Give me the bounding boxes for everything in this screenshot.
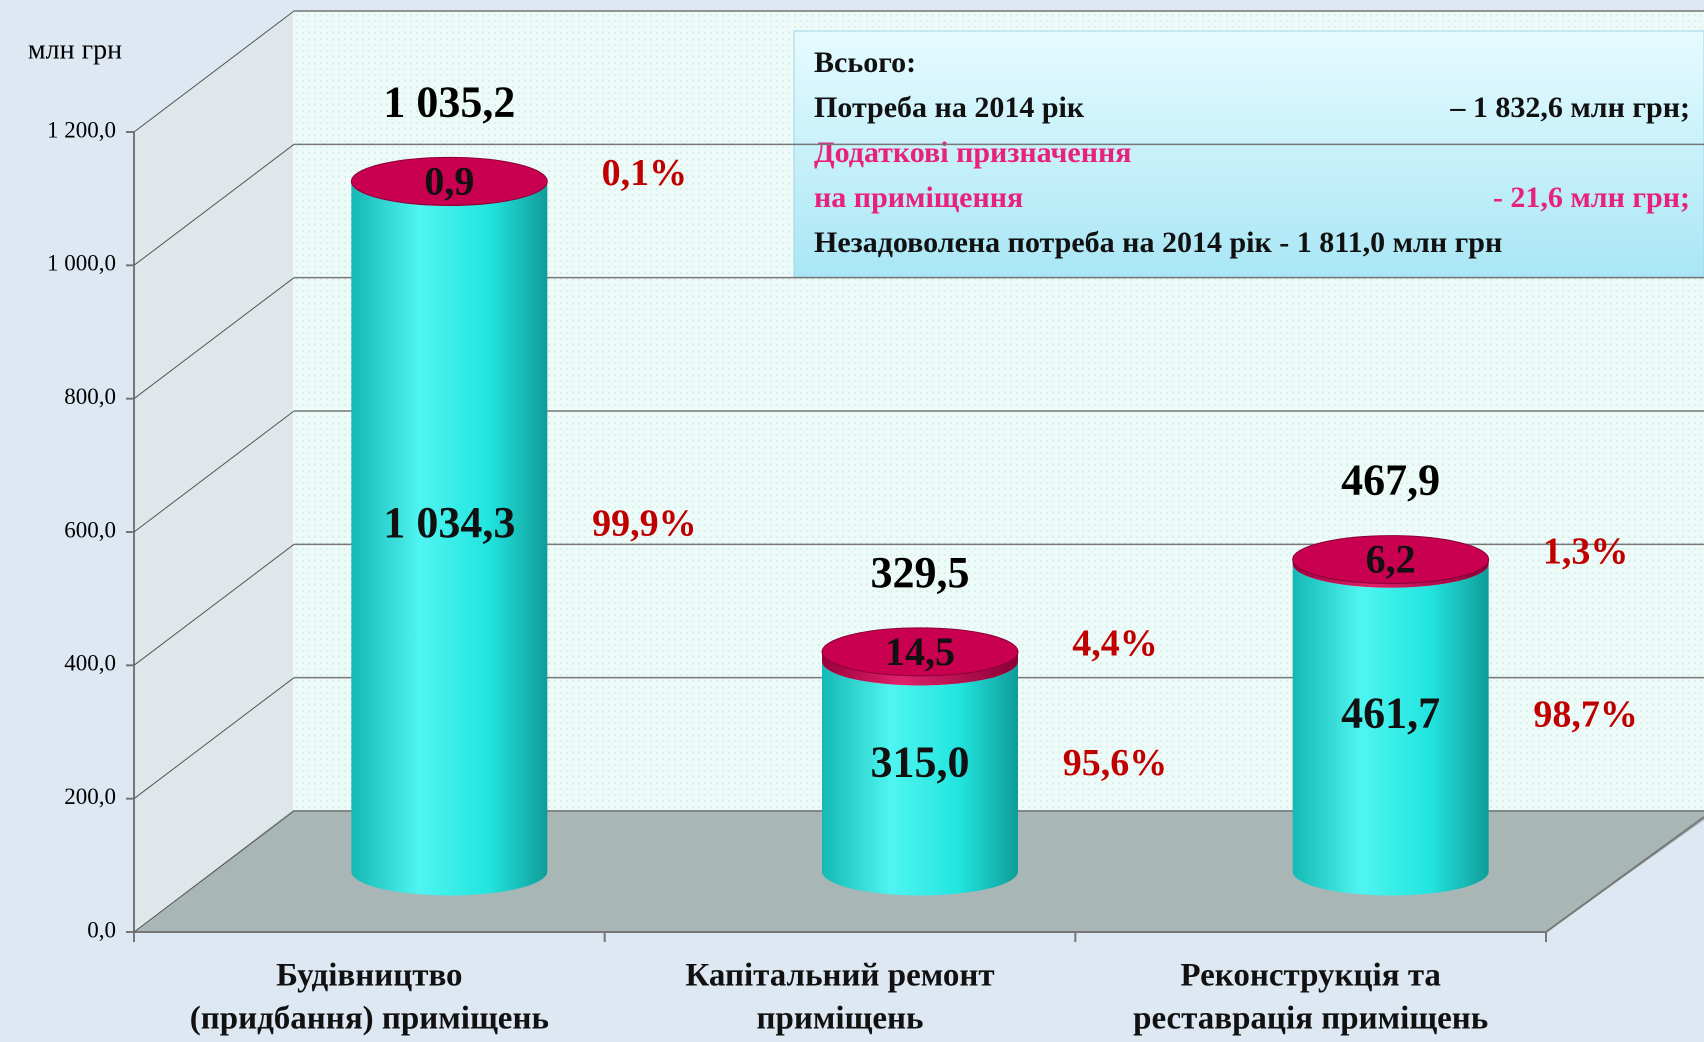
grid-line	[133, 410, 295, 533]
x-tick-label: Реконструкція та	[1180, 958, 1441, 994]
annotation-line: Додаткові призначення	[814, 136, 1132, 169]
unit-label: млн грн	[28, 34, 122, 65]
annotation-line: Потреба на 2014 рік	[814, 91, 1085, 124]
percent-label: 0,1%	[602, 152, 688, 194]
value-label: 14,5	[885, 629, 955, 674]
bar-segment	[1292, 563, 1489, 896]
percent-label: 99,9%	[592, 502, 697, 544]
y-tick-label: 1 200,0	[47, 117, 116, 142]
annotation-line: Всього:	[814, 46, 916, 79]
value-label: 6,2	[1366, 537, 1416, 582]
bar-segment	[822, 661, 1018, 896]
x-tick-label: реставрація приміщень	[1133, 1001, 1488, 1037]
annotation: Всього: Потреба на 2014 рік – 1 832,6 млн …	[793, 30, 1704, 278]
total-label: 1 035,2	[383, 77, 515, 126]
y-tick-label: 600,0	[64, 517, 116, 542]
grid-line	[133, 143, 295, 266]
bar-cap	[821, 627, 1019, 677]
bar-cap	[1292, 535, 1490, 585]
y-tick-label: 200,0	[64, 784, 116, 809]
bar-cap	[350, 156, 548, 206]
grid-line	[133, 677, 295, 800]
x-tick-label: приміщень	[757, 1001, 924, 1037]
bar-segment	[351, 181, 548, 896]
x-tick-label: Капітальний ремонт	[685, 958, 994, 994]
y-tick-label: 1 000,0	[47, 251, 116, 276]
percent-label: 95,6%	[1063, 742, 1168, 784]
value-label: 1 034,3	[383, 498, 515, 547]
value-label: 461,7	[1341, 689, 1440, 738]
grid-line	[133, 10, 295, 133]
annotation-value: - 21,6 млн грн;	[1493, 181, 1690, 214]
annotation-value: – 1 832,6 млн грн;	[1449, 91, 1690, 124]
annotation-line: на приміщення	[814, 181, 1023, 214]
value-label: 315,0	[871, 738, 970, 787]
total-label: 329,5	[871, 548, 970, 597]
x-tick-label: Будівництво	[276, 958, 462, 994]
grid-line	[133, 543, 295, 666]
total-label: 467,9	[1341, 456, 1440, 505]
y-tick-label: 400,0	[64, 651, 116, 676]
percent-label: 1,3%	[1543, 530, 1629, 572]
annotation-line: Незадоволена потреба на 2014 рік - 1 811…	[814, 226, 1502, 259]
grid-line	[133, 810, 295, 933]
value-label: 0,9	[424, 159, 474, 204]
grid-line	[133, 277, 295, 400]
x-tick-label: (придбання) приміщень	[190, 1001, 549, 1037]
y-tick-label: 0,0	[87, 917, 116, 942]
floor-edge	[1545, 816, 1704, 933]
percent-label: 98,7%	[1533, 693, 1638, 735]
annotation-box	[793, 30, 1704, 278]
y-tick-label: 800,0	[64, 384, 116, 409]
percent-label: 4,4%	[1072, 623, 1158, 665]
